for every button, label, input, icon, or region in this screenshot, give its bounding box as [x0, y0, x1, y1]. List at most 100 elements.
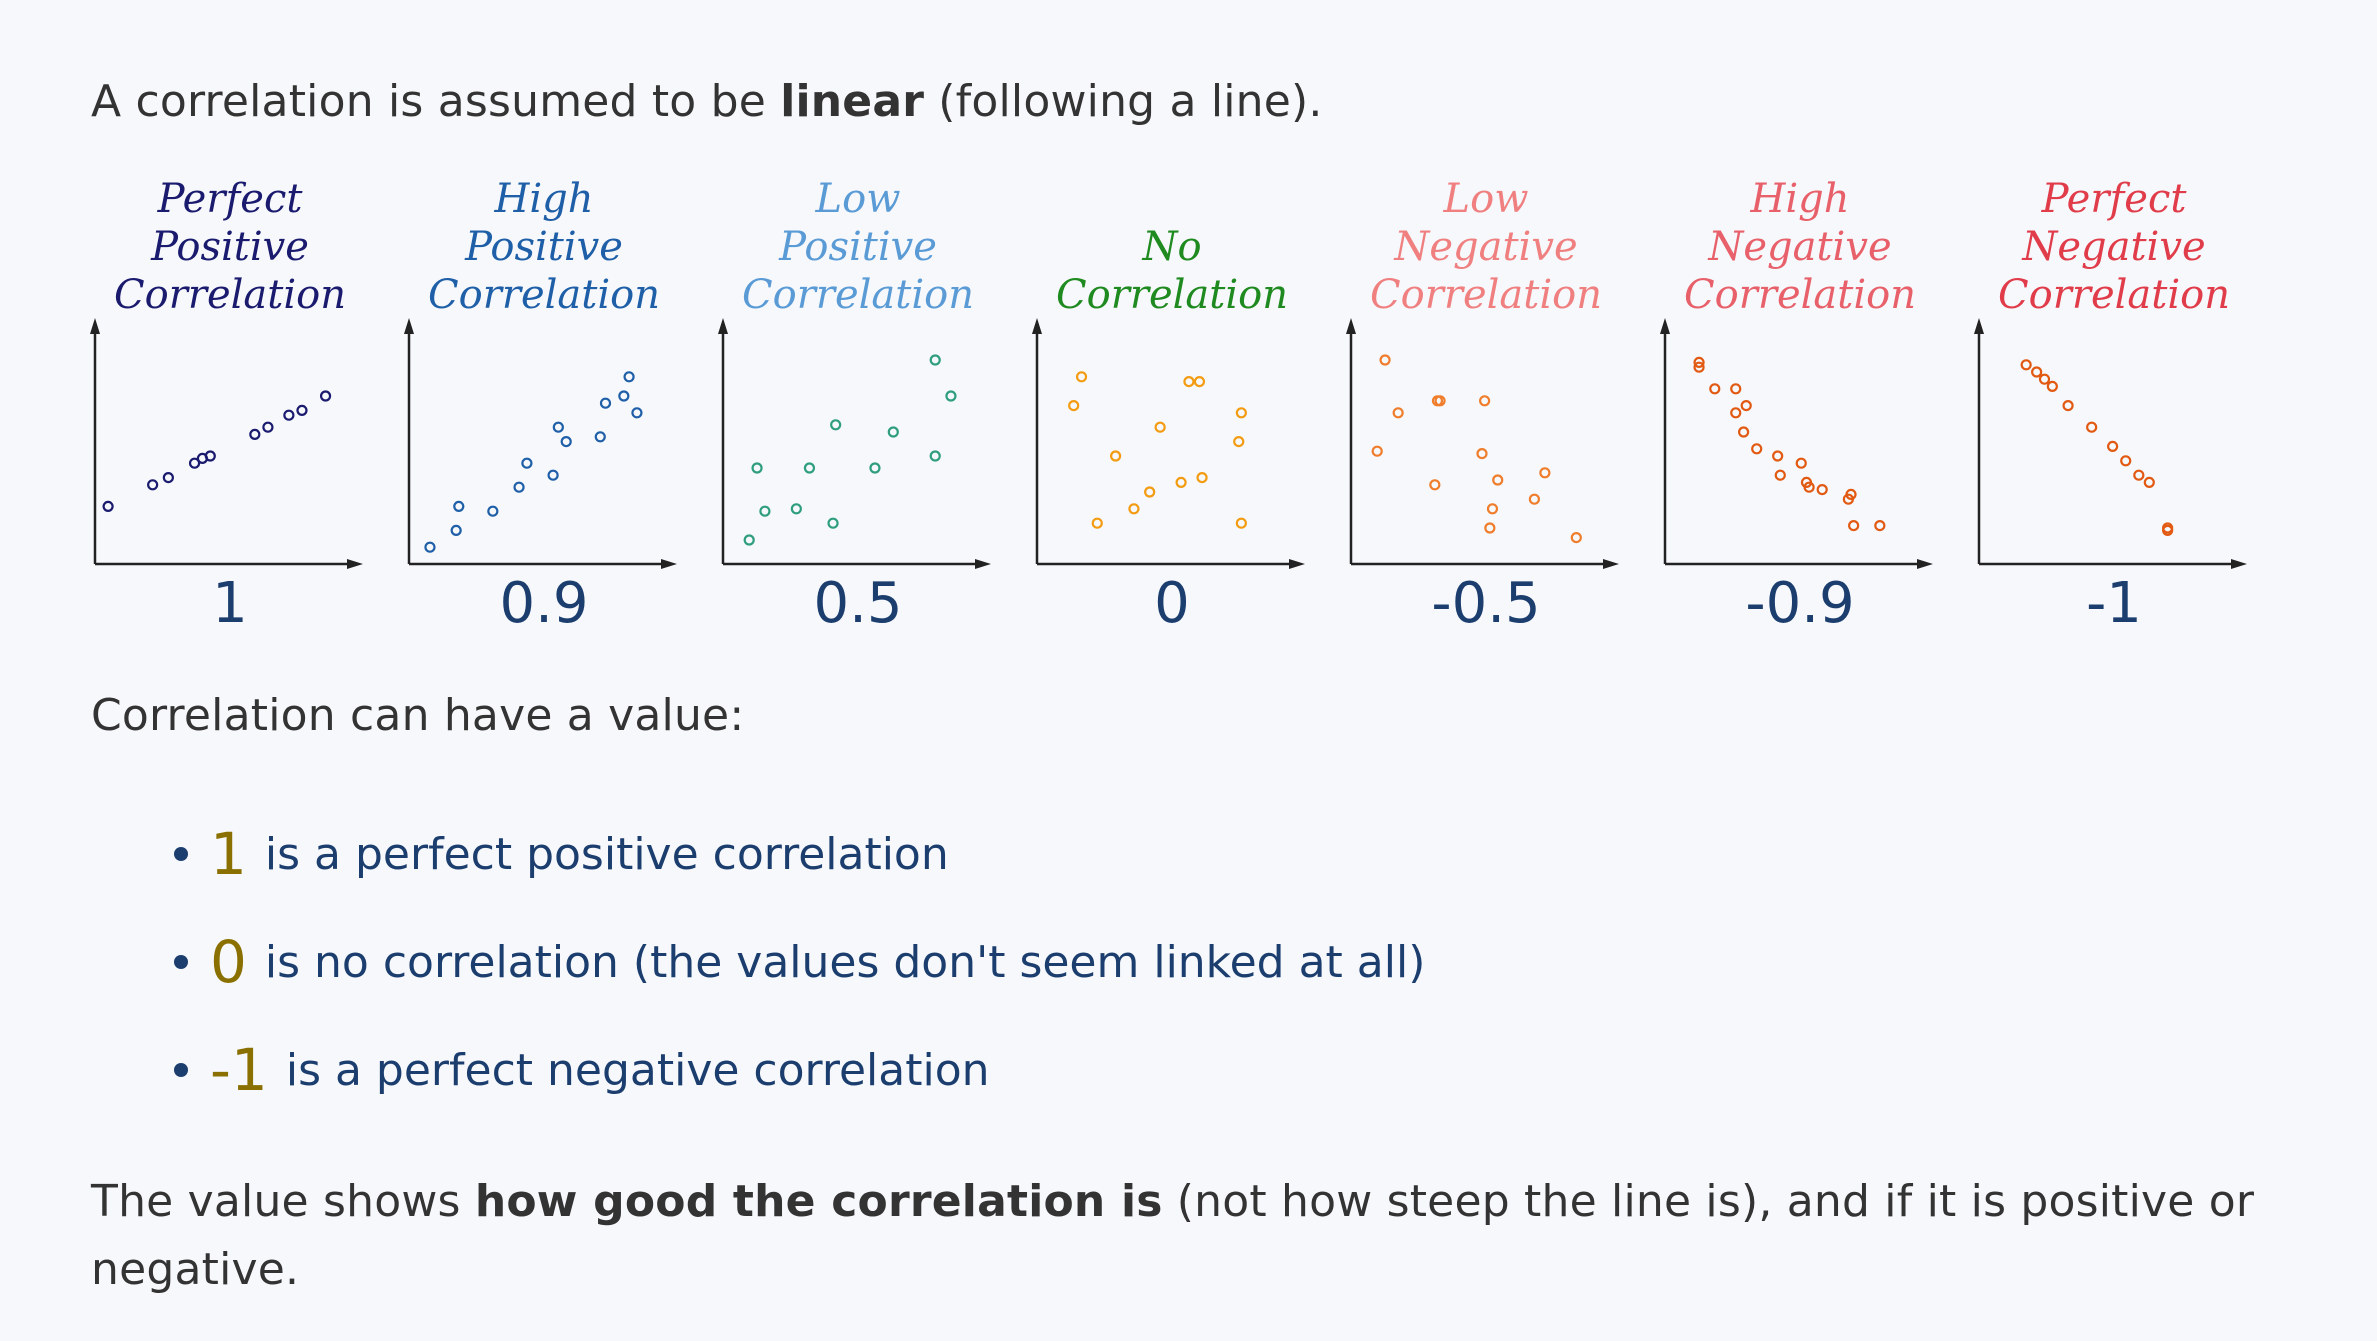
data-point [249, 428, 261, 440]
panel-title-line: Low [815, 176, 901, 222]
panel-value-label: 0.5 [813, 571, 902, 630]
panel-title-line: Correlation [1056, 272, 1288, 318]
data-point [552, 421, 564, 433]
data-point [929, 354, 941, 366]
data-point [1751, 443, 1763, 455]
list-item-none: 0 is no correlation (the values don't se… [160, 908, 1425, 1016]
intro-text-before: A correlation is assumed to be [91, 76, 781, 127]
y-axis-arrow [90, 318, 100, 334]
data-point [1803, 481, 1815, 493]
panel-title-line: Correlation [428, 272, 660, 318]
panel-title-line: Correlation [742, 272, 974, 318]
data-point [594, 431, 606, 443]
data-point [623, 371, 635, 383]
y-axis-arrow [1032, 318, 1042, 334]
data-point [1795, 457, 1807, 469]
data-point [2038, 373, 2051, 385]
x-axis-arrow [1917, 559, 1933, 569]
x-axis-arrow [2231, 559, 2247, 569]
data-point [262, 421, 274, 433]
data-point [1193, 376, 1206, 388]
x-axis-arrow [661, 559, 677, 569]
panel-title-line: Correlation [114, 272, 346, 318]
data-point [1693, 361, 1705, 373]
data-point [1068, 400, 1080, 412]
y-axis-arrow [718, 318, 728, 334]
panel-title-line: High [1749, 176, 1849, 222]
data-point [1429, 479, 1441, 491]
closing-text-before: The value shows [91, 1176, 475, 1227]
list-text: is no correlation (the values don't seem… [264, 936, 1426, 988]
panel-value-label: -0.5 [1431, 571, 1540, 630]
data-point [1128, 503, 1140, 515]
correlation-figure: PerfectPositiveCorrelation1HighPositiveC… [90, 176, 2247, 630]
data-point [1476, 448, 1488, 460]
panel-title-line: Correlation [1998, 272, 2230, 318]
bullet-dot [174, 1063, 188, 1077]
data-point [450, 524, 462, 536]
data-point [1144, 486, 1156, 498]
data-point [1486, 503, 1499, 515]
intro-paragraph: A correlation is assumed to be linear (f… [91, 68, 1323, 136]
data-point [319, 390, 332, 402]
data-point [147, 479, 159, 491]
data-point [1233, 436, 1245, 448]
data-point [1379, 354, 1391, 366]
data-point [283, 409, 295, 421]
value-list: 1 is a perfect positive correlation 0 is… [160, 800, 1425, 1124]
data-point [599, 397, 612, 409]
intro-bold-term: linear [780, 76, 925, 127]
data-point [2133, 469, 2145, 481]
data-point [2107, 440, 2119, 452]
data-point [2162, 522, 2174, 534]
list-text: is a perfect negative correlation [285, 1044, 990, 1096]
panel-title-line: Perfect [2041, 176, 2188, 222]
data-point [743, 534, 755, 546]
data-point [1845, 488, 1857, 500]
data-point [1737, 426, 1750, 438]
data-point [929, 450, 941, 462]
closing-paragraph: The value shows how good the correlation… [91, 1168, 2341, 1304]
panel-title-line: Low [1443, 176, 1529, 222]
data-point [204, 450, 216, 462]
data-point [1196, 472, 1208, 484]
data-point [547, 469, 559, 481]
data-point [2020, 359, 2032, 371]
panel-value-label: -0.9 [1745, 571, 1854, 630]
list-value: 1 [210, 820, 247, 888]
data-point [560, 436, 572, 448]
y-axis-arrow [404, 318, 414, 334]
y-axis-arrow [1660, 318, 1670, 334]
data-point [487, 505, 499, 517]
x-axis-arrow [975, 559, 991, 569]
panel-title-line: Positive [464, 224, 623, 270]
panel-value-label: -1 [2086, 571, 2142, 630]
panel-title-line: Correlation [1684, 272, 1916, 318]
data-point [1091, 517, 1103, 529]
data-point [830, 419, 842, 431]
section-intro: Correlation can have a value: [91, 690, 745, 741]
closing-text-after: (not how steep the line is), and if it i… [91, 1176, 2255, 1295]
data-point [1874, 520, 1886, 532]
panel-value-label: 1 [212, 571, 248, 630]
list-value: -1 [210, 1036, 268, 1104]
intro-text-after: (following a line). [924, 76, 1323, 127]
data-point [1075, 371, 1088, 383]
data-point [1392, 407, 1404, 419]
closing-bold-term: how good the correlation is [474, 1176, 1163, 1227]
data-point [827, 517, 839, 529]
data-point [751, 462, 763, 474]
y-axis-arrow [1974, 318, 1984, 334]
panel-title-line: Positive [778, 224, 937, 270]
list-item-negative: -1 is a perfect negative correlation [160, 1016, 1425, 1124]
data-point [1730, 407, 1742, 419]
data-point [1693, 356, 1705, 368]
data-point [2062, 400, 2074, 412]
data-point [1371, 445, 1383, 457]
data-point [1484, 522, 1496, 534]
data-point [1175, 476, 1187, 488]
